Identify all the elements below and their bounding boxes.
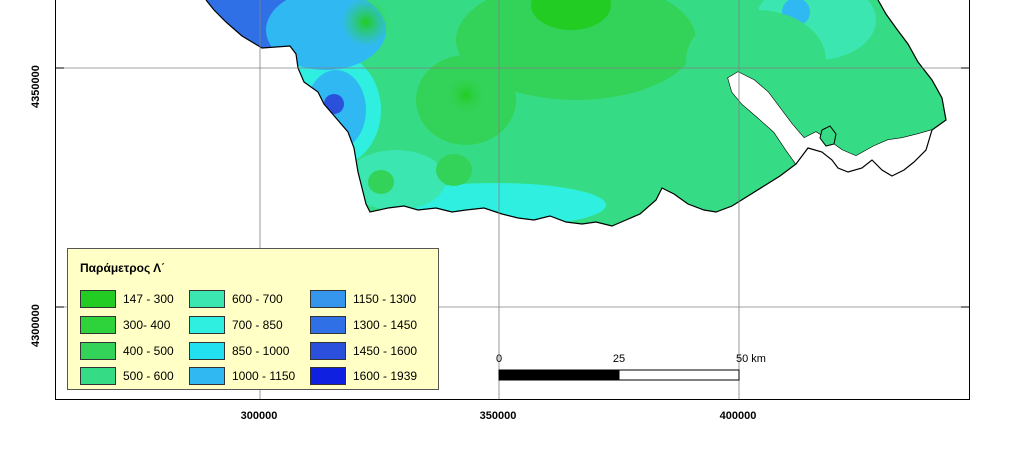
legend-swatch	[310, 342, 346, 360]
frame-ticks	[56, 67, 969, 308]
legend-item: 1450 - 1600	[310, 341, 417, 361]
legend-label: 700 - 850	[232, 318, 283, 332]
map-canvas	[56, 0, 969, 399]
x-tick-400000: 400000	[719, 410, 757, 422]
legend-label: 1450 - 1600	[353, 344, 418, 358]
legend-label: 1000 - 1150	[232, 369, 296, 383]
legend-swatch	[310, 367, 346, 385]
legend-label: 850 - 1000	[232, 344, 290, 358]
legend-item: 1000 - 1150	[189, 366, 295, 386]
x-tick-300000: 300000	[240, 410, 278, 422]
legend-item: 500 - 600	[80, 366, 174, 386]
legend-swatch	[80, 290, 116, 308]
legend-item: 700 - 850	[189, 315, 283, 335]
legend-item: 1600 - 1939	[310, 366, 417, 386]
legend-swatch	[310, 290, 346, 308]
scale-label-25: 25	[612, 353, 626, 365]
legend-swatch	[189, 367, 225, 385]
legend-label: 600 - 700	[232, 292, 283, 306]
y-tick-4300000: 4300000	[30, 304, 42, 347]
legend-title: Παράμετρος Λ΄	[80, 261, 166, 275]
legend-swatch	[310, 316, 346, 334]
land-raster	[206, 0, 946, 226]
scale-bar	[498, 369, 740, 381]
legend-swatch	[80, 367, 116, 385]
legend-item: 600 - 700	[189, 289, 283, 309]
legend-swatch	[80, 342, 116, 360]
legend-item: 300- 400	[80, 315, 170, 335]
legend-label: 1150 - 1300	[353, 292, 417, 306]
legend-label: 1300 - 1450	[353, 318, 418, 332]
legend-label: 400 - 500	[123, 344, 174, 358]
legend-label: 500 - 600	[123, 369, 174, 383]
scale-label-50: 50 km	[736, 353, 766, 365]
legend-label: 1600 - 1939	[353, 369, 418, 383]
legend-swatch	[189, 316, 225, 334]
map-frame[interactable]: 0 25 50 km	[55, 0, 970, 400]
y-tick-4350000: 4350000	[30, 65, 42, 108]
legend-label: 300- 400	[123, 318, 171, 332]
gulf-coast	[795, 129, 933, 177]
legend-item: 1150 - 1300	[310, 289, 416, 309]
legend-swatch	[189, 342, 225, 360]
legend-item: 147 - 300	[80, 289, 174, 309]
scale-label-0: 0	[495, 353, 503, 365]
legend-label: 147 - 300	[123, 292, 174, 306]
legend-item: 850 - 1000	[189, 341, 289, 361]
legend-swatch	[189, 290, 225, 308]
gulf-water	[728, 72, 932, 176]
legend-item: 1300 - 1450	[310, 315, 417, 335]
x-tick-350000: 350000	[479, 410, 517, 422]
legend-item: 400 - 500	[80, 341, 174, 361]
legend-swatch	[80, 316, 116, 334]
island	[819, 125, 837, 147]
legend: Παράμετρος Λ΄ 147 - 300 300- 400 400 - 5…	[67, 248, 439, 390]
